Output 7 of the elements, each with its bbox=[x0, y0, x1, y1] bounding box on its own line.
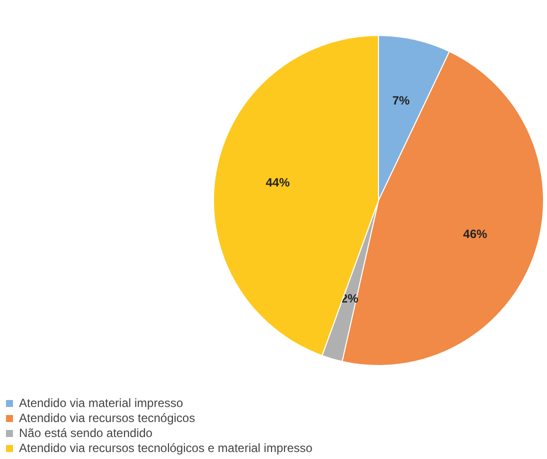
data-label: 46% bbox=[463, 226, 488, 241]
data-label: 44% bbox=[266, 176, 290, 190]
legend-label: Atendido via material impresso bbox=[19, 396, 184, 410]
data-label: 7% bbox=[392, 94, 410, 108]
legend-label: Atendido via recursos tecnológicos e material impresso bbox=[19, 441, 312, 455]
legend-label: Não está sendo atendido bbox=[19, 426, 152, 440]
legend-label: Atendido via recursos tecnógicos bbox=[19, 411, 196, 425]
